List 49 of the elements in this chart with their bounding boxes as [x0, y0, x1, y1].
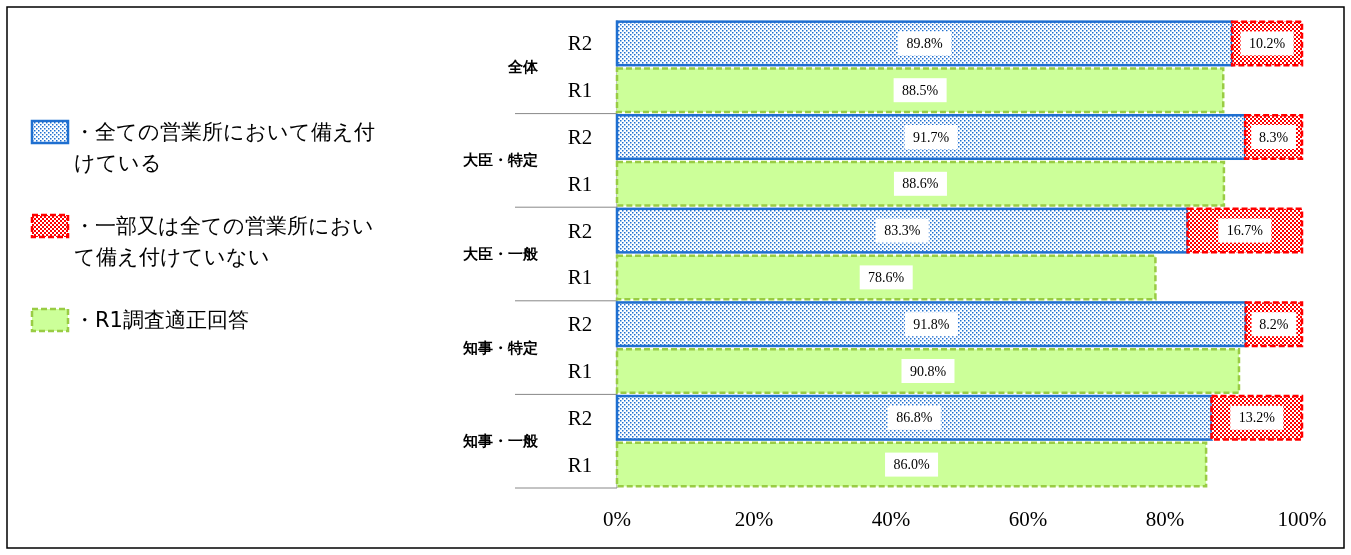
bar [615, 301, 1248, 348]
y-tick-label: R2 [567, 312, 593, 337]
y-tick-label: R1 [567, 265, 593, 290]
data-label: 83.3% [884, 223, 921, 239]
data-label: 78.6% [868, 269, 905, 285]
bar [615, 67, 1225, 114]
y-tick-label: R2 [567, 218, 593, 243]
data-label: 88.6% [902, 176, 939, 192]
y-tick-label: R1 [567, 359, 593, 383]
x-tick-label: 60% [1008, 507, 1048, 531]
data-label: 8.3% [1258, 129, 1289, 145]
bar [615, 394, 1213, 441]
bar [615, 207, 1189, 254]
data-label: 91.7% [912, 129, 950, 145]
legend-label: ・一部又は全ての営業所において備え付けていない [74, 214, 374, 269]
y-tick-label: R2 [567, 31, 593, 56]
y-tick-label: R1 [567, 78, 593, 103]
bar [615, 441, 1208, 488]
data-label: 89.8% [906, 35, 943, 51]
bar [615, 160, 1226, 207]
legend-label: ・全ての営業所において備え付けている [74, 120, 375, 175]
bar [615, 20, 1234, 67]
data-label: 13.2% [1238, 410, 1276, 426]
data-label: 86.8% [896, 410, 933, 426]
data-label: 86.0% [893, 457, 930, 473]
legend-label: ・R1調査適正回答 [74, 308, 249, 332]
x-tick-label: 100% [1277, 507, 1327, 531]
x-tick-label: 80% [1145, 507, 1185, 531]
x-tick-label: 40% [871, 507, 911, 531]
bar [615, 347, 1241, 395]
text: 知事・特定 [462, 338, 538, 357]
text: 大臣・一般 [463, 245, 539, 263]
text: 全体 [507, 57, 539, 76]
x-tick-label: 0% [603, 507, 631, 531]
data-label: 91.8% [913, 316, 950, 332]
data-label: 88.5% [902, 82, 939, 98]
data-label: 10.2% [1248, 35, 1286, 51]
text: 知事・一般 [462, 432, 539, 451]
y-tick-label: R1 [567, 452, 593, 477]
data-label: 90.8% [909, 363, 947, 379]
text: 大臣・特定 [463, 151, 538, 170]
data-label: 16.7% [1226, 223, 1264, 239]
bar [615, 113, 1247, 161]
y-tick-label: R1 [567, 171, 593, 196]
data-label: 8.2% [1259, 316, 1289, 332]
bar [615, 254, 1157, 301]
y-tick-label: R2 [567, 405, 593, 430]
x-tick-label: 20% [734, 507, 774, 531]
y-tick-label: R2 [567, 125, 593, 149]
